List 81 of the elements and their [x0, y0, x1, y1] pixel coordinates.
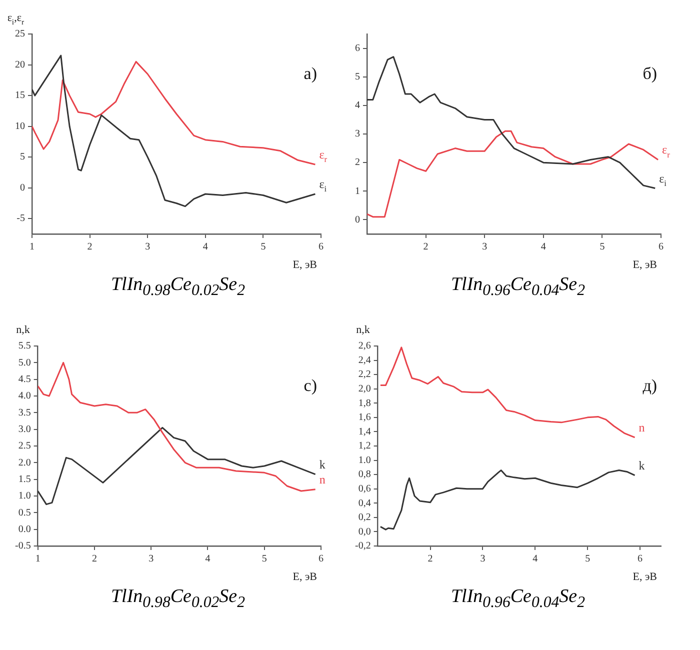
- y-tick-label: 1,8: [358, 398, 371, 409]
- y-tick-label: 25: [15, 28, 25, 40]
- x-tick-label: 5: [262, 554, 267, 565]
- x-tick-label: 4: [532, 554, 538, 565]
- x-tick-label: 2: [87, 242, 92, 253]
- text: TlIn$_{0.98}$Ce$_{0.02}$Se$_{2}$: [110, 274, 246, 300]
- y-tick-label: 0.0: [18, 524, 31, 535]
- y-tick-label: 3: [355, 128, 360, 140]
- text: TlIn$_{0.96}$Ce$_{0.04}$Se$_{2}$: [450, 586, 586, 612]
- y-tick-label: 0,6: [358, 483, 371, 494]
- y-tick-label: 15: [15, 90, 25, 102]
- x-tick-label: 6: [638, 554, 643, 565]
- x-tick-label: 4: [205, 554, 210, 565]
- x-tick-label: 2: [423, 242, 428, 253]
- x-tick-label: 2: [428, 554, 433, 565]
- y-tick-label: 1.0: [18, 490, 31, 502]
- y-tick-label: -5: [16, 213, 25, 224]
- y-tick-label: 0.5: [18, 507, 31, 518]
- x-axis-title: E, эВ: [632, 259, 658, 271]
- x-tick-label: 6: [318, 554, 324, 565]
- x-axis-title: E, эВ: [292, 259, 318, 271]
- y-tick-label: 1.5: [18, 474, 31, 485]
- y-tick-label: 0,0: [358, 526, 371, 538]
- y-tick-label: 4.5: [18, 374, 31, 385]
- x-tick-label: 3: [482, 242, 488, 253]
- text: TlIn$_{0.98}$Ce$_{0.02}$Se$_{2}$: [110, 586, 246, 612]
- x-tick-label: 1: [35, 554, 40, 565]
- y-tick-label: 0,8: [358, 469, 371, 480]
- y-tick-label: 1,4: [358, 426, 371, 438]
- y-axis-title: n,k: [356, 324, 370, 336]
- text: TlIn$_{0.96}$Ce$_{0.04}$Se$_{2}$: [450, 274, 586, 300]
- y-tick-label: 2.0: [18, 457, 31, 468]
- x-tick-label: 4: [202, 242, 208, 253]
- y-tick-label: 2,6: [358, 340, 371, 352]
- y-tick-label: -0.5: [14, 540, 31, 552]
- y-tick-label: 5: [20, 152, 25, 163]
- x-tick-label: 5: [260, 242, 266, 253]
- x-tick-label: 6: [318, 242, 324, 253]
- x-tick-label: 5: [585, 554, 590, 565]
- y-tick-label: 5.0: [18, 357, 31, 368]
- series-label: k: [319, 457, 326, 472]
- y-tick-label: -0,2: [354, 540, 371, 552]
- y-tick-label: 0,2: [358, 512, 371, 524]
- series-label: n: [638, 420, 645, 434]
- y-axis-title: n,k: [16, 324, 30, 336]
- text: б): [642, 64, 657, 83]
- x-tick-label: 2: [92, 554, 97, 565]
- x-tick-label: 4: [540, 242, 546, 253]
- y-tick-label: 2,2: [358, 369, 371, 380]
- y-tick-label: 4.0: [18, 390, 31, 402]
- x-tick-label: 3: [480, 554, 486, 565]
- text: д): [642, 376, 657, 395]
- y-tick-label: 2: [355, 157, 360, 168]
- y-tick-label: 0: [20, 182, 25, 194]
- x-tick-label: 3: [145, 242, 150, 253]
- x-axis-title: E, эВ: [292, 571, 318, 583]
- y-tick-label: 10: [15, 120, 25, 132]
- y-tick-label: 1,2: [358, 440, 371, 452]
- x-tick-label: 5: [600, 242, 605, 253]
- series-label: k: [638, 458, 645, 472]
- y-tick-label: 2,0: [358, 383, 371, 394]
- y-tick-label: 1: [355, 186, 360, 197]
- y-tick-label: 2,4: [358, 354, 371, 366]
- y-tick-label: 3.5: [18, 407, 31, 418]
- y-tick-label: 1.0: [358, 454, 371, 466]
- x-axis-title: E, эВ: [632, 571, 658, 583]
- y-tick-label: 1,6: [358, 412, 371, 424]
- y-tick-label: 5: [355, 71, 360, 82]
- y-tick-label: 5.5: [18, 340, 31, 352]
- text: a): [304, 64, 318, 83]
- y-tick-label: 6: [355, 42, 360, 54]
- x-tick-label: 6: [658, 242, 664, 253]
- y-tick-label: 0,4: [358, 498, 371, 509]
- x-tick-label: 3: [148, 554, 154, 565]
- y-tick-label: 3.0: [18, 424, 31, 435]
- series-label: n: [319, 472, 326, 486]
- y-tick-label: 20: [15, 59, 25, 70]
- y-tick-label: 0: [355, 214, 360, 226]
- y-tick-label: 2.5: [18, 440, 31, 452]
- y-tick-label: 4: [355, 100, 360, 112]
- text: c): [304, 376, 318, 395]
